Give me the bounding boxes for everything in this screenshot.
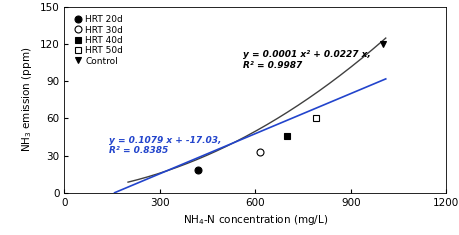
Y-axis label: NH$_3$ emission (ppm): NH$_3$ emission (ppm) (20, 47, 34, 153)
Legend: HRT 20d, HRT 30d, HRT 40d, HRT 50d, Control: HRT 20d, HRT 30d, HRT 40d, HRT 50d, Cont… (73, 13, 125, 67)
Text: y = 0.1079 x + -17.03,
R² = 0.8385: y = 0.1079 x + -17.03, R² = 0.8385 (109, 136, 221, 155)
X-axis label: NH$_4$-N concentration (mg/L): NH$_4$-N concentration (mg/L) (182, 213, 327, 227)
Text: y = 0.0001 x² + 0.0227 x,
R² = 0.9987: y = 0.0001 x² + 0.0227 x, R² = 0.9987 (242, 50, 369, 70)
